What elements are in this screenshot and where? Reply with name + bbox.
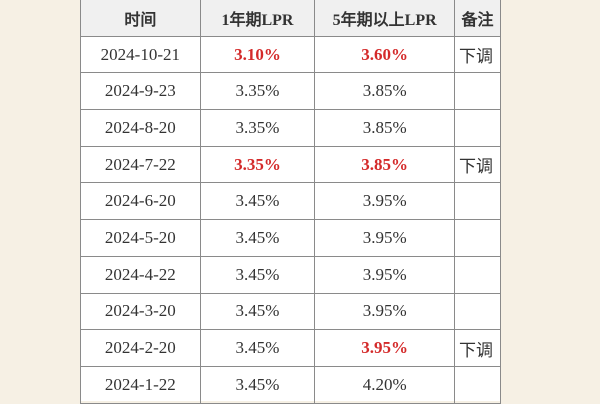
- lpr5-cell: 3.95%: [314, 255, 456, 294]
- date-cell: 2024-3-20: [80, 292, 201, 331]
- note-cell: 下调: [454, 145, 501, 184]
- date-cell: 2024-5-20: [80, 219, 201, 257]
- table-row: 2024-1-22 3.45% 4.20%: [80, 365, 501, 404]
- date-cell: 2024-9-23: [80, 72, 201, 111]
- lpr5-cell: 3.60%: [314, 35, 456, 74]
- table-row: 2024-4-22 3.45% 3.95%: [80, 255, 501, 294]
- lpr1-cell: 3.35%: [199, 109, 316, 147]
- lpr5-cell: 3.95%: [314, 219, 456, 257]
- date-cell: 2024-10-21: [80, 35, 201, 74]
- lpr-table: 时间 1年期LPR 5年期以上LPR 备注 2024-10-21 3.10% 3.60% 下…: [80, 0, 501, 404]
- header-cell: 时间: [80, 0, 201, 37]
- date-cell: 2024-1-22: [80, 365, 201, 404]
- note-cell: 下调: [454, 329, 501, 367]
- date-cell: 2024-4-22: [80, 255, 201, 294]
- lpr1-cell: 3.45%: [199, 182, 316, 221]
- note-cell: [454, 182, 501, 221]
- table-row: 2024-7-22 3.35% 3.85% 下调: [80, 145, 501, 184]
- header-cell: 1年期LPR: [199, 0, 316, 37]
- lpr5-cell: 3.85%: [314, 72, 456, 111]
- date-cell: 2024-7-22: [80, 145, 201, 184]
- lpr1-cell: 3.10%: [199, 35, 316, 74]
- lpr1-cell: 3.45%: [199, 329, 316, 367]
- note-cell: [454, 255, 501, 294]
- lpr1-cell: 3.45%: [199, 255, 316, 294]
- header-cell: 备注: [454, 0, 501, 37]
- date-cell: 2024-8-20: [80, 109, 201, 147]
- table-row: 2024-6-20 3.45% 3.95%: [80, 182, 501, 221]
- lpr5-cell: 3.95%: [314, 329, 456, 367]
- date-cell: 2024-2-20: [80, 329, 201, 367]
- lpr5-cell: 3.95%: [314, 182, 456, 221]
- table-row: 2024-10-21 3.10% 3.60% 下调: [80, 35, 501, 74]
- table-row: 2024-9-23 3.35% 3.85%: [80, 72, 501, 111]
- table-row: 2024-8-20 3.35% 3.85%: [80, 109, 501, 147]
- note-cell: 下调: [454, 35, 501, 74]
- table-row: 2024-5-20 3.45% 3.95%: [80, 219, 501, 257]
- lpr1-cell: 3.45%: [199, 292, 316, 331]
- header-cell: 5年期以上LPR: [314, 0, 456, 37]
- note-cell: [454, 365, 501, 404]
- lpr5-cell: 4.20%: [314, 365, 456, 404]
- header-row: 时间 1年期LPR 5年期以上LPR 备注: [80, 0, 501, 37]
- table-row: 2024-2-20 3.45% 3.95% 下调: [80, 329, 501, 367]
- lpr5-cell: 3.85%: [314, 109, 456, 147]
- date-cell: 2024-6-20: [80, 182, 201, 221]
- table-body: 2024-10-21 3.10% 3.60% 下调 2024-9-23 3.35% 3.85…: [80, 35, 501, 404]
- note-cell: [454, 72, 501, 111]
- note-cell: [454, 219, 501, 257]
- note-cell: [454, 292, 501, 331]
- lpr5-cell: 3.85%: [314, 145, 456, 184]
- lpr1-cell: 3.45%: [199, 219, 316, 257]
- table-card: 时间 1年期LPR 5年期以上LPR 备注 2024-10-21 3.10% 3.60% 下…: [80, 0, 501, 404]
- lpr1-cell: 3.35%: [199, 145, 316, 184]
- lpr5-cell: 3.95%: [314, 292, 456, 331]
- note-cell: [454, 109, 501, 147]
- lpr1-cell: 3.45%: [199, 365, 316, 404]
- lpr1-cell: 3.35%: [199, 72, 316, 111]
- table-row: 2024-3-20 3.45% 3.95%: [80, 292, 501, 331]
